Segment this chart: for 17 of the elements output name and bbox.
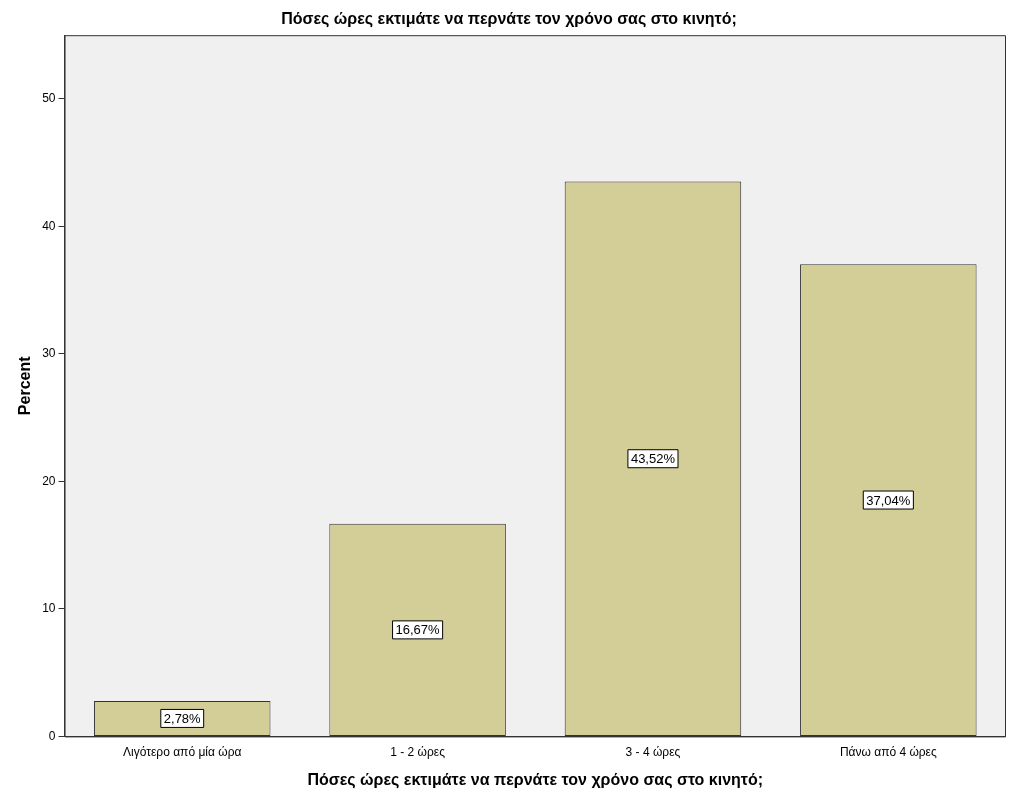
x-tick-label: Πάνω από 4 ώρες — [839, 744, 937, 759]
data-label: 2,78% — [163, 711, 202, 727]
y-tick-label: 40 — [42, 218, 56, 233]
y-tick-label: 0 — [48, 728, 56, 743]
x-axis-title: Πόσες ώρες εκτιμάτε να περνάτε τον χρόνο σας στο κινητό; — [307, 770, 764, 789]
y-tick-label: 10 — [42, 601, 56, 616]
chart-title: Πόσες ώρες εκτιμάτε να περνάτε τον χρόνο σας στο κινητό; — [281, 10, 737, 29]
data-label: 43,52% — [630, 451, 676, 467]
data-label: 37,04% — [866, 492, 911, 508]
x-tick-label: Λιγότερο από μία ώρα — [123, 744, 242, 759]
y-axis-title: Percent — [16, 355, 34, 416]
data-label: 16,67% — [395, 622, 441, 638]
y-tick-label: 20 — [42, 473, 56, 488]
x-tick-label: 3 - 4 ώρες — [625, 744, 681, 759]
x-tick-label: 1 - 2 ώρες — [390, 744, 446, 759]
y-tick-label: 50 — [42, 91, 56, 106]
y-tick-label: 30 — [42, 346, 56, 361]
